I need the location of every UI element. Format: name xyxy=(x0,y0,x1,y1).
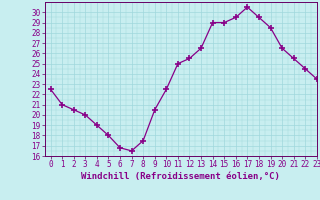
X-axis label: Windchill (Refroidissement éolien,°C): Windchill (Refroidissement éolien,°C) xyxy=(81,172,280,181)
